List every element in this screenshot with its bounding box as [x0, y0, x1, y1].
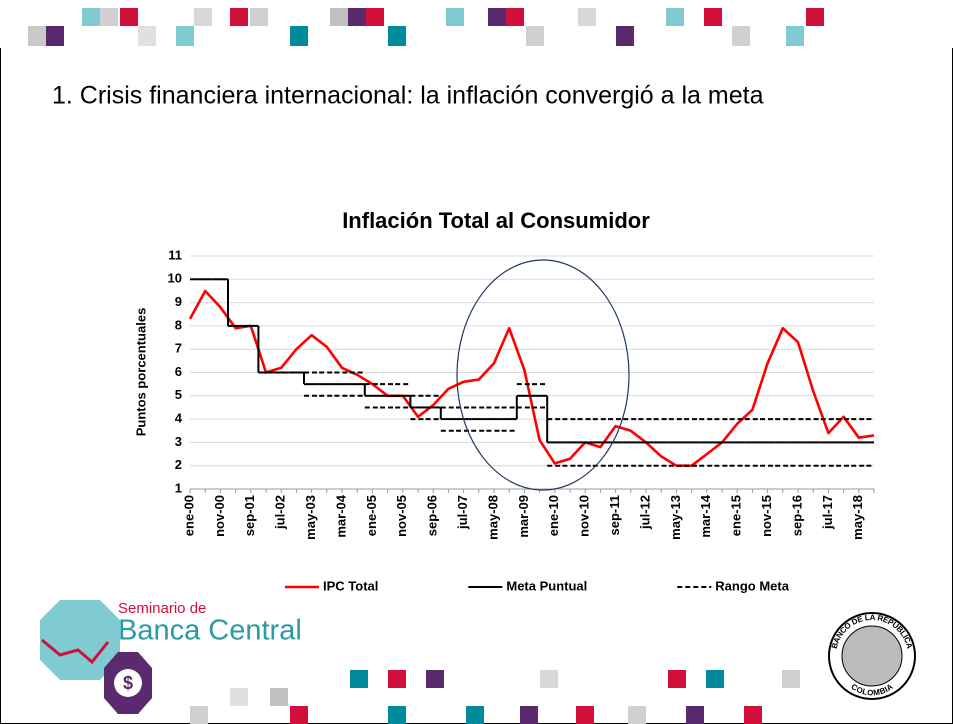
x-tick-label: may-18: [850, 495, 865, 540]
y-tick-label: 10: [168, 271, 182, 286]
x-tick-label: jul-02: [273, 495, 288, 530]
highlight-ellipse: [456, 259, 630, 491]
x-tick-label: sep-06: [425, 495, 440, 536]
legend-label: IPC Total: [323, 578, 378, 593]
y-tick-label: 2: [175, 457, 182, 472]
y-tick-label: 5: [175, 387, 182, 402]
y-tick-label: 8: [175, 317, 182, 332]
x-tick-label: ene-00: [181, 495, 196, 536]
y-axis-label: Puntos porcentuales: [133, 308, 148, 437]
x-tick-label: jul-17: [820, 495, 835, 530]
x-tick-label: mar-04: [333, 494, 348, 537]
x-tick-label: nov-05: [394, 495, 409, 537]
x-tick-label: may-13: [668, 495, 683, 540]
chart-title: Inflación Total al Consumidor: [342, 208, 650, 233]
x-tick-label: nov-10: [577, 495, 592, 537]
logo-text: Banca Central: [118, 615, 302, 647]
x-tick-label: jul-07: [455, 495, 470, 530]
bottom-decoration: [190, 670, 800, 724]
x-tick-label: ene-15: [729, 495, 744, 536]
top-decoration: [0, 0, 953, 48]
x-tick-label: sep-11: [607, 495, 622, 535]
y-tick-label: 3: [175, 434, 182, 449]
x-tick-label: ene-05: [364, 495, 379, 536]
logo-symbol: $: [123, 673, 133, 693]
x-tick-label: nov-00: [212, 495, 227, 537]
x-tick-label: jul-12: [637, 495, 652, 530]
plot-area: 1 2 3 4 5 6 7 8 9 10 11 ene-00 nov-00 sep-01 jul-02 may…: [168, 247, 875, 540]
data-line: [188, 289, 875, 467]
y-tick-label: 11: [168, 247, 182, 262]
seal-logo: BANCO DE LA REPUBLICA COLOMBIA: [828, 612, 916, 700]
legend-label: Rango Meta: [715, 578, 789, 593]
slide-heading: 1. Crisis financiera internacional: la i…: [52, 82, 764, 110]
y-tick-label: 1: [175, 480, 182, 495]
seminario-logo: $ Seminario de Banca Central: [40, 600, 302, 714]
x-tick-label: mar-09: [516, 495, 531, 538]
y-tick-label: 6: [175, 364, 182, 379]
legend-label: Meta Puntual: [506, 578, 587, 593]
legend: IPC Total Meta Puntual Rango Meta: [285, 578, 790, 593]
y-tick-label: 7: [175, 341, 182, 356]
y-tick-label: 9: [175, 294, 182, 309]
x-tick-label: sep-01: [242, 495, 257, 536]
x-tick-label: sep-16: [789, 495, 804, 536]
x-tick-label: may-08: [485, 495, 500, 540]
x-tick-label: may-03: [303, 495, 318, 540]
x-tick-label: ene-10: [546, 495, 561, 536]
y-tick-label: 4: [175, 411, 183, 426]
x-tick-label: mar-14: [698, 494, 713, 537]
x-tick-label: nov-15: [759, 495, 774, 537]
logo-text: Seminario de: [118, 600, 206, 617]
